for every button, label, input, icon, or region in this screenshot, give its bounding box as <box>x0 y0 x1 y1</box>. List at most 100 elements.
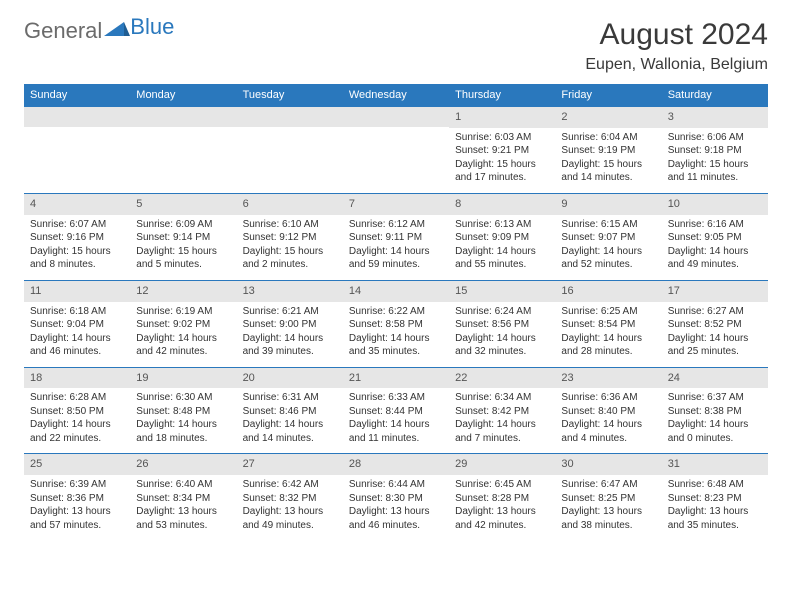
day-data: Sunrise: 6:10 AMSunset: 9:12 PMDaylight:… <box>237 215 343 280</box>
sunrise-text: Sunrise: 6:48 AM <box>668 478 762 492</box>
day-data: Sunrise: 6:30 AMSunset: 8:48 PMDaylight:… <box>130 388 236 453</box>
calendar-cell: 28Sunrise: 6:44 AMSunset: 8:30 PMDayligh… <box>343 454 449 540</box>
sunrise-text: Sunrise: 6:27 AM <box>668 305 762 319</box>
day-header: Friday <box>555 84 661 107</box>
header: General Blue August 2024 Eupen, Wallonia… <box>24 18 768 74</box>
day-number: 22 <box>449 368 555 389</box>
daylight-text: Daylight: 14 hours and 46 minutes. <box>30 332 124 359</box>
calendar-cell: 17Sunrise: 6:27 AMSunset: 8:52 PMDayligh… <box>662 280 768 367</box>
daylight-text: Daylight: 14 hours and 18 minutes. <box>136 418 230 445</box>
calendar-table: SundayMondayTuesdayWednesdayThursdayFrid… <box>24 84 768 540</box>
sunset-text: Sunset: 8:36 PM <box>30 492 124 506</box>
daylight-text: Daylight: 15 hours and 17 minutes. <box>455 158 549 185</box>
sunset-text: Sunset: 8:28 PM <box>455 492 549 506</box>
daylight-text: Daylight: 14 hours and 49 minutes. <box>668 245 762 272</box>
daylight-text: Daylight: 14 hours and 4 minutes. <box>561 418 655 445</box>
sunrise-text: Sunrise: 6:12 AM <box>349 218 443 232</box>
calendar-cell: 4Sunrise: 6:07 AMSunset: 9:16 PMDaylight… <box>24 193 130 280</box>
day-header: Tuesday <box>237 84 343 107</box>
logo-triangle-icon <box>104 18 130 44</box>
calendar-cell: 23Sunrise: 6:36 AMSunset: 8:40 PMDayligh… <box>555 367 661 454</box>
sunset-text: Sunset: 8:44 PM <box>349 405 443 419</box>
calendar-week-row: 1Sunrise: 6:03 AMSunset: 9:21 PMDaylight… <box>24 107 768 194</box>
day-number: 5 <box>130 194 236 215</box>
calendar-cell: 13Sunrise: 6:21 AMSunset: 9:00 PMDayligh… <box>237 280 343 367</box>
sunset-text: Sunset: 9:16 PM <box>30 231 124 245</box>
day-number: 28 <box>343 454 449 475</box>
day-number: 3 <box>662 107 768 128</box>
day-number: 15 <box>449 281 555 302</box>
daylight-text: Daylight: 14 hours and 11 minutes. <box>349 418 443 445</box>
day-header: Saturday <box>662 84 768 107</box>
daylight-text: Daylight: 14 hours and 35 minutes. <box>349 332 443 359</box>
day-number: 31 <box>662 454 768 475</box>
calendar-title: August 2024 <box>585 18 768 52</box>
day-data: Sunrise: 6:28 AMSunset: 8:50 PMDaylight:… <box>24 388 130 453</box>
sunrise-text: Sunrise: 6:37 AM <box>668 391 762 405</box>
calendar-cell: 15Sunrise: 6:24 AMSunset: 8:56 PMDayligh… <box>449 280 555 367</box>
day-number: 7 <box>343 194 449 215</box>
day-data: Sunrise: 6:37 AMSunset: 8:38 PMDaylight:… <box>662 388 768 453</box>
daylight-text: Daylight: 14 hours and 59 minutes. <box>349 245 443 272</box>
day-data: Sunrise: 6:47 AMSunset: 8:25 PMDaylight:… <box>555 475 661 540</box>
daylight-text: Daylight: 13 hours and 38 minutes. <box>561 505 655 532</box>
sunset-text: Sunset: 8:38 PM <box>668 405 762 419</box>
calendar-cell: 11Sunrise: 6:18 AMSunset: 9:04 PMDayligh… <box>24 280 130 367</box>
calendar-cell <box>237 107 343 194</box>
brand-part2: Blue <box>130 14 174 40</box>
calendar-cell: 2Sunrise: 6:04 AMSunset: 9:19 PMDaylight… <box>555 107 661 194</box>
sunset-text: Sunset: 9:12 PM <box>243 231 337 245</box>
daylight-text: Daylight: 13 hours and 49 minutes. <box>243 505 337 532</box>
sunrise-text: Sunrise: 6:39 AM <box>30 478 124 492</box>
empty-daydata <box>237 127 343 189</box>
empty-daydata <box>24 127 130 189</box>
day-number: 11 <box>24 281 130 302</box>
sunrise-text: Sunrise: 6:19 AM <box>136 305 230 319</box>
sunset-text: Sunset: 8:48 PM <box>136 405 230 419</box>
day-data: Sunrise: 6:40 AMSunset: 8:34 PMDaylight:… <box>130 475 236 540</box>
calendar-week-row: 18Sunrise: 6:28 AMSunset: 8:50 PMDayligh… <box>24 367 768 454</box>
sunset-text: Sunset: 8:32 PM <box>243 492 337 506</box>
calendar-location: Eupen, Wallonia, Belgium <box>585 56 768 74</box>
day-data: Sunrise: 6:24 AMSunset: 8:56 PMDaylight:… <box>449 302 555 367</box>
calendar-cell: 22Sunrise: 6:34 AMSunset: 8:42 PMDayligh… <box>449 367 555 454</box>
empty-daynum <box>24 107 130 127</box>
sunset-text: Sunset: 9:04 PM <box>30 318 124 332</box>
empty-daynum <box>130 107 236 127</box>
sunset-text: Sunset: 8:34 PM <box>136 492 230 506</box>
calendar-cell: 27Sunrise: 6:42 AMSunset: 8:32 PMDayligh… <box>237 454 343 540</box>
sunrise-text: Sunrise: 6:42 AM <box>243 478 337 492</box>
daylight-text: Daylight: 15 hours and 8 minutes. <box>30 245 124 272</box>
sunset-text: Sunset: 8:52 PM <box>668 318 762 332</box>
brand-logo: General Blue <box>24 18 174 44</box>
day-number: 2 <box>555 107 661 128</box>
sunrise-text: Sunrise: 6:07 AM <box>30 218 124 232</box>
sunrise-text: Sunrise: 6:25 AM <box>561 305 655 319</box>
daylight-text: Daylight: 14 hours and 28 minutes. <box>561 332 655 359</box>
sunset-text: Sunset: 9:18 PM <box>668 144 762 158</box>
daylight-text: Daylight: 14 hours and 32 minutes. <box>455 332 549 359</box>
sunset-text: Sunset: 8:50 PM <box>30 405 124 419</box>
sunrise-text: Sunrise: 6:13 AM <box>455 218 549 232</box>
day-number: 23 <box>555 368 661 389</box>
daylight-text: Daylight: 15 hours and 5 minutes. <box>136 245 230 272</box>
daylight-text: Daylight: 13 hours and 35 minutes. <box>668 505 762 532</box>
sunset-text: Sunset: 8:30 PM <box>349 492 443 506</box>
sunset-text: Sunset: 8:40 PM <box>561 405 655 419</box>
daylight-text: Daylight: 13 hours and 42 minutes. <box>455 505 549 532</box>
day-number: 8 <box>449 194 555 215</box>
sunrise-text: Sunrise: 6:04 AM <box>561 131 655 145</box>
day-data: Sunrise: 6:31 AMSunset: 8:46 PMDaylight:… <box>237 388 343 453</box>
day-number: 14 <box>343 281 449 302</box>
day-number: 18 <box>24 368 130 389</box>
day-number: 20 <box>237 368 343 389</box>
sunset-text: Sunset: 8:58 PM <box>349 318 443 332</box>
day-number: 12 <box>130 281 236 302</box>
daylight-text: Daylight: 15 hours and 14 minutes. <box>561 158 655 185</box>
daylight-text: Daylight: 14 hours and 42 minutes. <box>136 332 230 359</box>
calendar-cell: 26Sunrise: 6:40 AMSunset: 8:34 PMDayligh… <box>130 454 236 540</box>
day-number: 29 <box>449 454 555 475</box>
day-number: 26 <box>130 454 236 475</box>
sunset-text: Sunset: 8:56 PM <box>455 318 549 332</box>
day-data: Sunrise: 6:13 AMSunset: 9:09 PMDaylight:… <box>449 215 555 280</box>
